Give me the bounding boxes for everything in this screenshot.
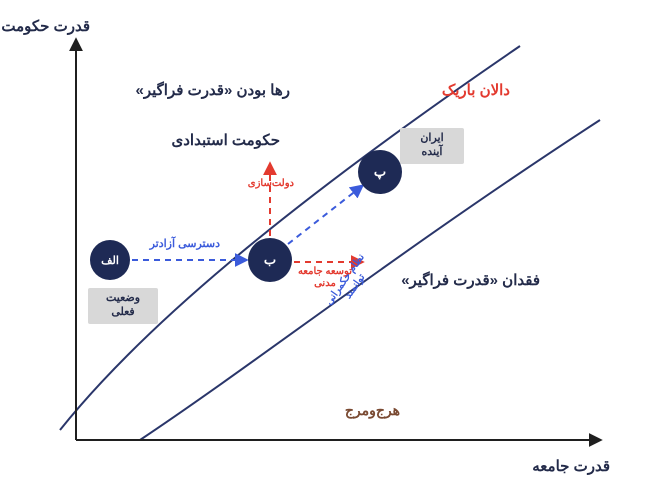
node-peh: پ <box>358 150 402 194</box>
label-despotic: حکومت استبدادی <box>172 132 281 151</box>
box-future-l1: ایران <box>420 132 443 144</box>
diagram-stage: قدرت حکومت قدرت جامعه دالان باریک رها بو… <box>0 0 650 504</box>
label-shackled-leviathan: رها بودن «قدرت فراگیر» <box>136 82 291 101</box>
arrow-capable-governance <box>288 186 362 244</box>
label-absent-leviathan: فقدان «قدرت فراگیر» <box>401 272 540 291</box>
box-future-l2: آینده <box>422 146 443 158</box>
box-current-l1: وضعیت <box>106 292 140 304</box>
y-axis-title: قدرت حکومت <box>1 18 90 37</box>
node-alef: الف <box>90 240 130 280</box>
x-axis-title: قدرت جامعه <box>532 458 610 477</box>
label-state-building: دولت‌سازی <box>248 178 294 191</box>
box-current-state: وضعیت فعلی <box>88 288 158 324</box>
node-beh: ب <box>248 238 292 282</box>
box-future-iran: ایران آینده <box>400 128 464 164</box>
corridor-title: دالان باریک <box>442 82 510 101</box>
label-open-access: دسترسی آزادتر <box>150 238 220 252</box>
node-beh-label: ب <box>264 252 276 268</box>
box-current-l2: فعلی <box>111 306 134 318</box>
corridor-left-curve <box>60 46 520 430</box>
node-alef-label: الف <box>101 254 119 267</box>
label-anarchy: هرج‌ومرج <box>345 402 400 420</box>
node-peh-label: پ <box>374 164 386 180</box>
